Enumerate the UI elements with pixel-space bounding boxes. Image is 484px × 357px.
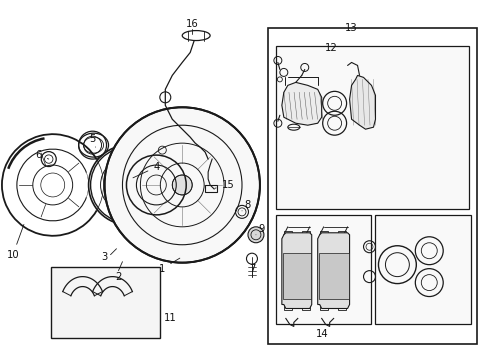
Bar <box>205 185 217 192</box>
Text: 7: 7 <box>248 264 255 274</box>
Bar <box>267 27 476 345</box>
Polygon shape <box>318 253 348 298</box>
Text: 13: 13 <box>345 22 357 32</box>
Bar <box>51 267 160 338</box>
Text: 11: 11 <box>164 313 176 323</box>
Text: 4: 4 <box>133 162 159 178</box>
Text: 16: 16 <box>185 19 198 29</box>
Bar <box>283 302 291 311</box>
Bar <box>301 231 309 239</box>
Circle shape <box>172 175 192 195</box>
Polygon shape <box>349 75 375 129</box>
Circle shape <box>105 107 259 263</box>
Polygon shape <box>281 82 321 125</box>
Bar <box>337 302 345 311</box>
Bar <box>337 231 345 239</box>
Text: 3: 3 <box>101 252 107 262</box>
Text: 10: 10 <box>7 225 24 260</box>
Bar <box>375 215 470 325</box>
Polygon shape <box>282 253 310 298</box>
Polygon shape <box>317 233 349 308</box>
Bar <box>275 215 371 325</box>
Text: 8: 8 <box>242 200 251 211</box>
Bar <box>283 231 291 239</box>
Text: 9: 9 <box>256 224 265 235</box>
Bar <box>319 302 327 311</box>
Text: 1: 1 <box>159 258 180 274</box>
Text: 12: 12 <box>325 42 337 52</box>
Text: 2: 2 <box>115 272 121 282</box>
Bar <box>319 231 327 239</box>
Text: 14: 14 <box>315 330 327 340</box>
Text: 15: 15 <box>214 180 234 190</box>
Bar <box>301 302 309 311</box>
Circle shape <box>247 227 263 243</box>
Bar <box>275 46 468 209</box>
Text: 6: 6 <box>35 150 49 160</box>
Polygon shape <box>281 233 311 308</box>
Text: 5: 5 <box>89 134 95 147</box>
